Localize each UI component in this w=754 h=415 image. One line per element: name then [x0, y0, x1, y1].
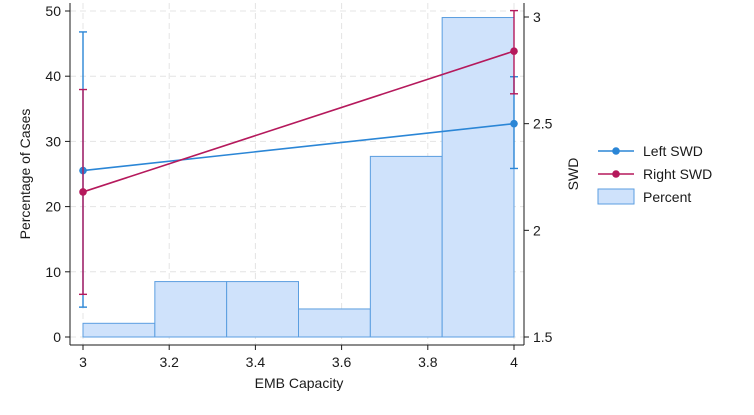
y-left-tick-label: 50 [45, 3, 61, 19]
histogram-bar-4 [369, 155, 443, 338]
legend-item-right-swd: Right SWD [598, 166, 712, 182]
right-swd-point-1 [510, 47, 518, 55]
histogram-bar-1 [154, 281, 228, 338]
left-swd-line [82, 122, 515, 172]
left-swd-point-1 [510, 119, 518, 128]
legend-right-swd-marker [612, 170, 620, 178]
right-swd-line [82, 50, 515, 193]
x-tick-label: 3.2 [159, 354, 179, 370]
right-swd-point-0 [79, 188, 87, 196]
y-left-tick-label: 20 [45, 199, 61, 215]
legend-left-swd-marker [612, 147, 620, 155]
legend: Left SWD Right SWD Percent [597, 143, 712, 205]
histogram-bar-0 [82, 322, 156, 338]
y-left-axis-title: Percentage of Cases [17, 109, 33, 240]
y-left-tick-label: 40 [45, 68, 61, 84]
y-right-axis-title: SWD [565, 158, 581, 191]
legend-percent-swatch [597, 188, 635, 205]
line-series [79, 9, 518, 308]
x-tick-label: 3 [79, 354, 87, 370]
legend-percent-label: Percent [643, 189, 691, 205]
y-right-tick-label: 1.5 [533, 329, 553, 345]
histogram-bars [82, 17, 515, 338]
x-axis-title: EMB Capacity [255, 375, 344, 391]
y-right-tick-label: 3 [533, 9, 541, 25]
x-tick-label: 3.4 [246, 354, 266, 370]
x-tick-label: 3.8 [418, 354, 438, 370]
legend-item-percent: Percent [597, 188, 691, 205]
histogram-bar-2 [226, 281, 299, 338]
x-tick-label: 3.6 [332, 354, 352, 370]
legend-left-swd-label: Left SWD [643, 143, 703, 159]
y-left-tick-label: 30 [45, 133, 61, 149]
histogram-bar-5 [441, 17, 515, 338]
y-left-tick-label: 0 [53, 329, 61, 345]
legend-right-swd-label: Right SWD [643, 166, 712, 182]
y-left-tick-label: 10 [45, 264, 61, 280]
legend-item-left-swd: Left SWD [598, 143, 703, 159]
y-right-tick-label: 2 [533, 222, 541, 238]
histogram-bar-3 [298, 308, 371, 338]
axes: 0 10 20 30 40 50 1.5 2 2.5 3 3 3.2 3.4 3.6 3.8 4 [45, 3, 553, 370]
y-right-tick-label: 2.5 [533, 116, 553, 132]
x-tick-label: 4 [510, 354, 518, 370]
